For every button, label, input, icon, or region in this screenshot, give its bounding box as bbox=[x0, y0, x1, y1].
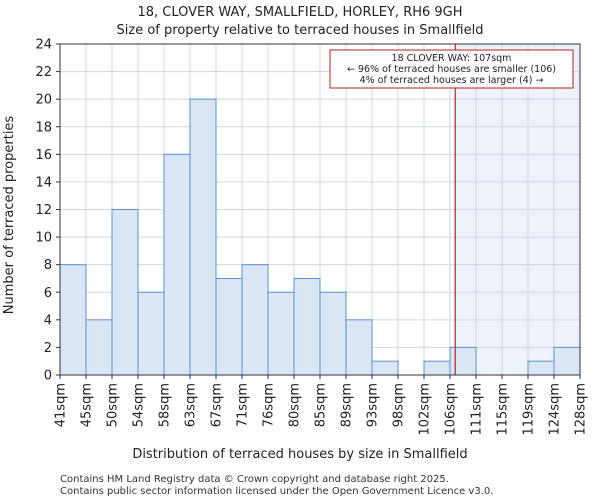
bar-41sqm bbox=[59, 264, 87, 376]
y-tick-label: 10 bbox=[35, 231, 52, 246]
bar-80sqm bbox=[293, 277, 321, 376]
x-axis-label: Distribution of terraced houses by size … bbox=[132, 447, 467, 462]
x-tick-label: 67sqm bbox=[210, 383, 225, 427]
bar-63sqm bbox=[189, 98, 217, 376]
x-tick-label: 76sqm bbox=[262, 383, 277, 427]
y-tick-label: 18 bbox=[35, 120, 52, 135]
chart-title: 18, CLOVER WAY, SMALLFIELD, HORLEY, RH6 … bbox=[137, 5, 462, 20]
x-tick-label: 93sqm bbox=[366, 383, 381, 427]
y-tick-label: 8 bbox=[44, 258, 52, 273]
x-tick-label: 63sqm bbox=[184, 383, 199, 427]
y-axis-label: Number of terraced properties bbox=[2, 116, 17, 315]
footer-line-1: Contains HM Land Registry data © Crown c… bbox=[60, 474, 449, 485]
y-tick-label: 22 bbox=[35, 65, 52, 80]
x-tick-label: 50sqm bbox=[106, 383, 121, 427]
bar-89sqm bbox=[345, 319, 373, 376]
y-tick-label: 16 bbox=[35, 148, 52, 163]
bar-93sqm bbox=[371, 360, 399, 376]
bar-71sqm bbox=[241, 264, 269, 376]
x-tick-label: 80sqm bbox=[288, 383, 303, 427]
x-tick-label: 128sqm bbox=[574, 383, 589, 436]
bar-106sqm bbox=[449, 346, 477, 376]
annotation-line-2: ← 96% of terraced houses are smaller (10… bbox=[347, 64, 556, 75]
x-tick-label: 124sqm bbox=[548, 383, 563, 436]
annotation-box bbox=[329, 49, 574, 89]
x-tick-label: 89sqm bbox=[340, 383, 355, 427]
bar-124sqm bbox=[553, 346, 581, 376]
bar-45sqm bbox=[85, 319, 113, 376]
x-tick-label: 71sqm bbox=[236, 383, 251, 427]
footer-line-2: Contains public sector information licen… bbox=[60, 486, 493, 497]
y-tick-label: 6 bbox=[44, 286, 52, 301]
y-tick-label: 20 bbox=[35, 93, 52, 108]
x-tick-label: 54sqm bbox=[132, 383, 147, 427]
x-tick-label: 41sqm bbox=[54, 383, 69, 427]
x-tick-label: 98sqm bbox=[392, 383, 407, 427]
x-tick-label: 115sqm bbox=[496, 383, 511, 436]
x-tick-label: 102sqm bbox=[418, 383, 433, 436]
y-tick-label: 2 bbox=[44, 341, 52, 356]
y-tick-label: 0 bbox=[44, 369, 52, 384]
x-tick-label: 106sqm bbox=[444, 383, 459, 436]
x-tick-label: 119sqm bbox=[522, 383, 537, 436]
bar-76sqm bbox=[267, 291, 295, 376]
x-tick-label: 45sqm bbox=[80, 383, 95, 427]
y-tick-label: 24 bbox=[35, 38, 52, 53]
y-tick-label: 4 bbox=[44, 313, 52, 328]
annotation-line-1: 18 CLOVER WAY: 107sqm bbox=[392, 53, 512, 64]
x-tick-label: 58sqm bbox=[158, 383, 173, 427]
bar-102sqm bbox=[423, 360, 451, 376]
y-tick-label: 12 bbox=[35, 203, 52, 218]
annotation-line-3: 4% of terraced houses are larger (4) → bbox=[360, 75, 544, 86]
y-tick-label: 14 bbox=[35, 175, 52, 190]
x-tick-label: 111sqm bbox=[470, 383, 485, 436]
bar-58sqm bbox=[163, 153, 191, 376]
bar-67sqm bbox=[215, 277, 243, 376]
bar-50sqm bbox=[111, 209, 139, 376]
x-tick-label: 85sqm bbox=[314, 383, 329, 427]
bar-54sqm bbox=[137, 291, 165, 376]
bar-85sqm bbox=[319, 291, 347, 376]
bar-119sqm bbox=[527, 360, 555, 376]
chart-subtitle: Size of property relative to terraced ho… bbox=[117, 23, 484, 38]
